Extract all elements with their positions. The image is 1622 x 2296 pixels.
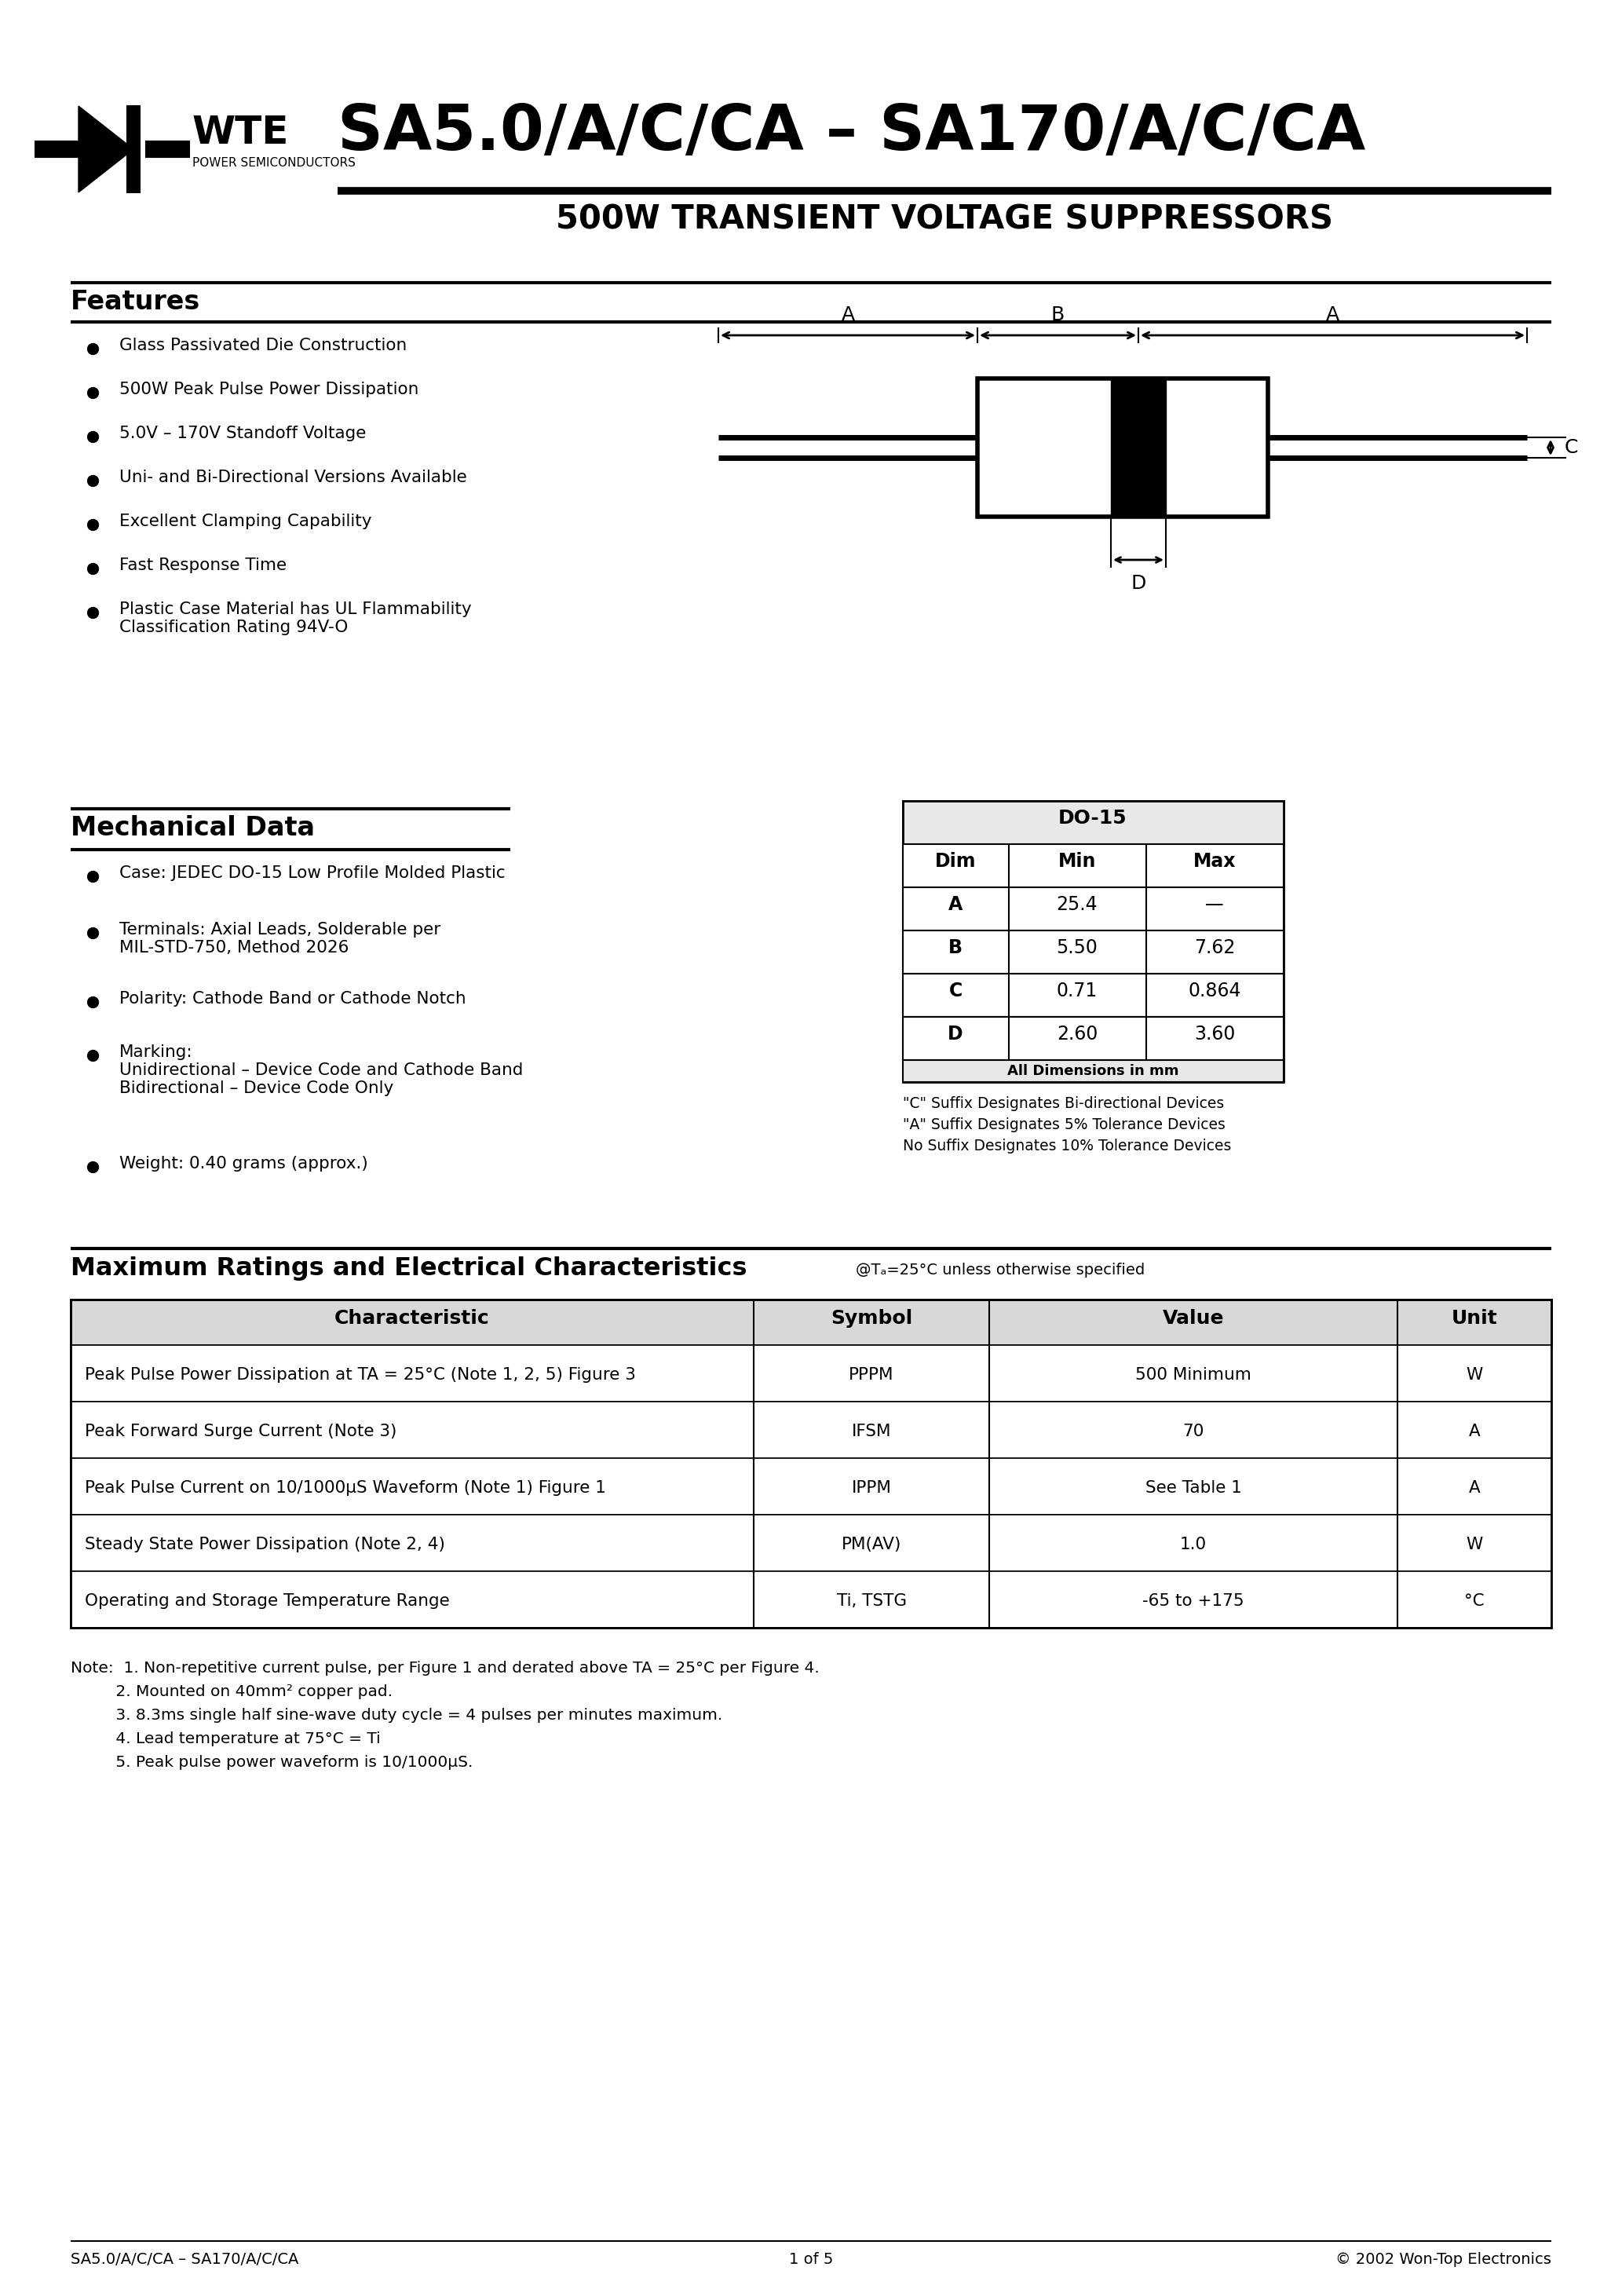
Text: DO-15: DO-15 [1059, 808, 1127, 827]
Text: "A" Suffix Designates 5% Tolerance Devices: "A" Suffix Designates 5% Tolerance Devic… [903, 1118, 1226, 1132]
Text: 70: 70 [1182, 1424, 1204, 1440]
Text: See Table 1: See Table 1 [1145, 1481, 1241, 1497]
Text: Value: Value [1163, 1309, 1225, 1327]
Bar [903, 886, 1283, 930]
Text: Min: Min [1058, 852, 1096, 870]
Text: 0.864: 0.864 [1187, 980, 1241, 1001]
Text: No Suffix Designates 10% Tolerance Devices: No Suffix Designates 10% Tolerance Devic… [903, 1139, 1231, 1153]
Text: 3. 8.3ms single half sine-wave duty cycle = 4 pulses per minutes maximum.: 3. 8.3ms single half sine-wave duty cycl… [71, 1708, 722, 1722]
Text: 2.60: 2.60 [1056, 1024, 1098, 1045]
Bar [903, 930, 1283, 974]
Bar [71, 1345, 1551, 1401]
Bar [71, 1300, 1551, 1345]
Text: Uni- and Bi-Directional Versions Available: Uni- and Bi-Directional Versions Availab… [120, 471, 467, 484]
Bar [146, 142, 190, 156]
Text: 3.60: 3.60 [1194, 1024, 1234, 1045]
Text: Peak Pulse Power Dissipation at TA = 25°C (Note 1, 2, 5) Figure 3: Peak Pulse Power Dissipation at TA = 25°… [84, 1366, 636, 1382]
Bar [978, 379, 1268, 517]
Text: Weight: 0.40 grams (approx.): Weight: 0.40 grams (approx.) [120, 1155, 368, 1171]
Text: A: A [1468, 1424, 1481, 1440]
Text: Steady State Power Dissipation (Note 2, 4): Steady State Power Dissipation (Note 2, … [84, 1536, 444, 1552]
Text: Ti, TSTG: Ti, TSTG [837, 1593, 907, 1609]
Text: All Dimensions in mm: All Dimensions in mm [1007, 1063, 1179, 1079]
Text: Peak Forward Surge Current (Note 3): Peak Forward Surge Current (Note 3) [84, 1424, 397, 1440]
Text: 2. Mounted on 40mm² copper pad.: 2. Mounted on 40mm² copper pad. [71, 1685, 393, 1699]
Text: Marking:
Unidirectional – Device Code and Cathode Band
Bidirectional – Device Co: Marking: Unidirectional – Device Code an… [120, 1045, 524, 1097]
Bar [71, 1300, 1551, 1628]
Text: Fast Response Time: Fast Response Time [120, 558, 287, 574]
Text: 500 Minimum: 500 Minimum [1135, 1366, 1252, 1382]
Text: Excellent Clamping Capability: Excellent Clamping Capability [120, 514, 371, 530]
Text: Maximum Ratings and Electrical Characteristics: Maximum Ratings and Electrical Character… [71, 1256, 748, 1281]
Text: 7.62: 7.62 [1194, 939, 1234, 957]
Bar [36, 142, 78, 156]
Text: 4. Lead temperature at 75°C = Ti: 4. Lead temperature at 75°C = Ti [71, 1731, 381, 1747]
Bar [71, 1570, 1551, 1628]
Text: PM(AV): PM(AV) [842, 1536, 902, 1552]
Text: 0.71: 0.71 [1056, 980, 1098, 1001]
Bar [1111, 379, 1166, 517]
Text: IFSM: IFSM [852, 1424, 890, 1440]
Text: 500W TRANSIENT VOLTAGE SUPPRESSORS: 500W TRANSIENT VOLTAGE SUPPRESSORS [556, 202, 1333, 236]
Text: PPPM: PPPM [848, 1366, 894, 1382]
Text: A: A [949, 895, 962, 914]
Text: A: A [1325, 305, 1340, 324]
Bar [127, 106, 139, 193]
Text: A: A [1468, 1481, 1481, 1497]
Text: IPPM: IPPM [852, 1481, 892, 1497]
Text: Case: JEDEC DO-15 Low Profile Molded Plastic: Case: JEDEC DO-15 Low Profile Molded Pla… [120, 866, 506, 882]
Text: Dim: Dim [934, 852, 976, 870]
Text: @Tₐ=25°C unless otherwise specified: @Tₐ=25°C unless otherwise specified [856, 1263, 1145, 1277]
Text: C: C [949, 980, 962, 1001]
Bar [903, 974, 1283, 1017]
Text: °C: °C [1465, 1593, 1484, 1609]
Text: C: C [1565, 439, 1578, 457]
Text: Peak Pulse Current on 10/1000μS Waveform (Note 1) Figure 1: Peak Pulse Current on 10/1000μS Waveform… [84, 1481, 607, 1497]
Bar [71, 1515, 1551, 1570]
Text: "C" Suffix Designates Bi-directional Devices: "C" Suffix Designates Bi-directional Dev… [903, 1095, 1225, 1111]
Text: 1 of 5: 1 of 5 [788, 2252, 834, 2266]
Text: D: D [1131, 574, 1147, 592]
Text: B: B [949, 939, 962, 957]
Text: 5.0V – 170V Standoff Voltage: 5.0V – 170V Standoff Voltage [120, 425, 367, 441]
Text: B: B [1051, 305, 1064, 324]
Bar [903, 1017, 1283, 1061]
Text: Terminals: Axial Leads, Solderable per
MIL-STD-750, Method 2026: Terminals: Axial Leads, Solderable per M… [120, 923, 441, 955]
Text: SA5.0/A/C/CA – SA170/A/C/CA: SA5.0/A/C/CA – SA170/A/C/CA [337, 101, 1366, 163]
Bar [903, 801, 1283, 1081]
Text: 25.4: 25.4 [1056, 895, 1098, 914]
Bar [903, 845, 1283, 886]
Text: SA5.0/A/C/CA – SA170/A/C/CA: SA5.0/A/C/CA – SA170/A/C/CA [71, 2252, 298, 2266]
Text: Polarity: Cathode Band or Cathode Notch: Polarity: Cathode Band or Cathode Notch [120, 992, 466, 1006]
Text: W: W [1466, 1366, 1483, 1382]
Polygon shape [78, 106, 133, 193]
Text: Unit: Unit [1452, 1309, 1497, 1327]
Text: Plastic Case Material has UL Flammability
Classification Rating 94V-O: Plastic Case Material has UL Flammabilit… [120, 602, 472, 636]
Text: 500W Peak Pulse Power Dissipation: 500W Peak Pulse Power Dissipation [120, 381, 418, 397]
Bar [71, 1401, 1551, 1458]
Text: Mechanical Data: Mechanical Data [71, 815, 315, 840]
Text: © 2002 Won-Top Electronics: © 2002 Won-Top Electronics [1335, 2252, 1551, 2266]
Text: Glass Passivated Die Construction: Glass Passivated Die Construction [120, 338, 407, 354]
Text: Features: Features [71, 289, 201, 315]
Text: Max: Max [1194, 852, 1236, 870]
Text: W: W [1466, 1536, 1483, 1552]
Text: 1.0: 1.0 [1179, 1536, 1207, 1552]
Text: -65 to +175: -65 to +175 [1142, 1593, 1244, 1609]
Text: A: A [842, 305, 855, 324]
Text: 5. Peak pulse power waveform is 10/1000μS.: 5. Peak pulse power waveform is 10/1000μ… [71, 1754, 474, 1770]
Text: D: D [947, 1024, 963, 1045]
Text: 5.50: 5.50 [1056, 939, 1098, 957]
Text: —: — [1205, 895, 1225, 914]
Bar [903, 801, 1283, 845]
Text: Characteristic: Characteristic [334, 1309, 490, 1327]
Text: Operating and Storage Temperature Range: Operating and Storage Temperature Range [84, 1593, 449, 1609]
Text: POWER SEMICONDUCTORS: POWER SEMICONDUCTORS [193, 156, 355, 170]
Text: WTE: WTE [193, 115, 289, 152]
Bar [71, 1458, 1551, 1515]
Bar [903, 1061, 1283, 1081]
Text: Symbol: Symbol [830, 1309, 912, 1327]
Text: Note:  1. Non-repetitive current pulse, per Figure 1 and derated above TA = 25°C: Note: 1. Non-repetitive current pulse, p… [71, 1660, 819, 1676]
